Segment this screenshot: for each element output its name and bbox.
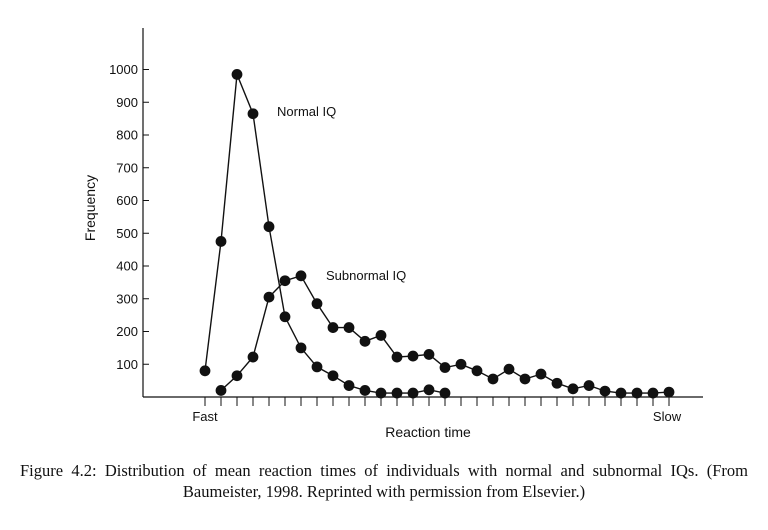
series-label-subnormal-iq: Subnormal IQ xyxy=(326,268,406,283)
series-lines xyxy=(204,74,670,394)
point-normal-iq-2 xyxy=(231,69,243,80)
series-points xyxy=(199,69,675,399)
series-label-normal-iq: Normal IQ xyxy=(277,104,336,119)
point-subnormal-iq-25 xyxy=(615,387,627,399)
point-subnormal-iq-18 xyxy=(503,363,515,375)
point-normal-iq-1 xyxy=(215,236,227,247)
series-line-normal-iq xyxy=(204,74,446,394)
point-subnormal-iq-27 xyxy=(647,387,659,399)
y-tick-label-700: 700 xyxy=(116,160,138,175)
point-subnormal-iq-23 xyxy=(583,380,595,391)
point-subnormal-iq-5 xyxy=(295,270,307,282)
x-label-fast: Fast xyxy=(192,409,218,424)
point-normal-iq-13 xyxy=(407,387,419,399)
y-axis-title: Frequency xyxy=(82,175,98,241)
y-tick-label-400: 400 xyxy=(116,259,138,274)
point-normal-iq-8 xyxy=(327,370,339,382)
y-tick-label-500: 500 xyxy=(116,226,138,241)
y-axis-ticks: 100 200 300 400 500 600 700 800 900 1000 xyxy=(109,62,149,372)
point-subnormal-iq-0 xyxy=(215,385,227,396)
point-normal-iq-0 xyxy=(199,365,211,377)
point-subnormal-iq-12 xyxy=(407,350,419,362)
point-normal-iq-10 xyxy=(359,385,371,396)
y-tick-label-100: 100 xyxy=(116,357,138,372)
point-subnormal-iq-6 xyxy=(311,298,323,310)
point-normal-iq-3 xyxy=(247,108,259,120)
series-line-subnormal-iq xyxy=(220,274,670,394)
y-tick-label-200: 200 xyxy=(116,324,138,339)
point-normal-iq-15 xyxy=(439,387,451,399)
point-subnormal-iq-3 xyxy=(263,291,275,303)
point-subnormal-iq-4 xyxy=(279,275,291,287)
reaction-time-chart: 100 200 300 400 500 600 700 800 900 1000 Fast Slo… xyxy=(82,28,703,440)
point-normal-iq-6 xyxy=(295,342,307,354)
point-normal-iq-14 xyxy=(423,384,435,396)
point-subnormal-iq-28 xyxy=(663,386,675,398)
point-subnormal-iq-13 xyxy=(423,349,435,360)
point-subnormal-iq-7 xyxy=(327,322,339,333)
point-subnormal-iq-9 xyxy=(359,335,371,347)
x-axis-ticks xyxy=(204,397,670,406)
point-subnormal-iq-16 xyxy=(471,365,483,377)
point-subnormal-iq-2 xyxy=(247,351,259,363)
point-subnormal-iq-10 xyxy=(375,330,387,341)
point-subnormal-iq-21 xyxy=(551,377,563,389)
point-normal-iq-9 xyxy=(343,380,355,391)
x-axis-title: Reaction time xyxy=(385,424,471,440)
point-subnormal-iq-20 xyxy=(535,368,547,380)
point-subnormal-iq-8 xyxy=(343,322,355,333)
point-subnormal-iq-19 xyxy=(519,373,531,385)
point-normal-iq-7 xyxy=(311,361,323,373)
y-tick-label-1000: 1000 xyxy=(109,62,138,77)
figure-caption: Figure 4.2: Distribution of mean reactio… xyxy=(20,461,748,501)
point-normal-iq-5 xyxy=(279,311,291,323)
point-subnormal-iq-15 xyxy=(455,358,467,370)
y-tick-label-300: 300 xyxy=(116,291,138,306)
point-subnormal-iq-26 xyxy=(631,387,643,399)
point-subnormal-iq-17 xyxy=(487,373,499,385)
y-tick-label-900: 900 xyxy=(116,95,138,110)
point-subnormal-iq-22 xyxy=(567,383,579,395)
point-subnormal-iq-14 xyxy=(439,362,451,373)
y-tick-label-600: 600 xyxy=(116,193,138,208)
point-subnormal-iq-1 xyxy=(231,370,243,382)
point-normal-iq-4 xyxy=(263,221,275,233)
point-normal-iq-12 xyxy=(391,387,403,399)
point-normal-iq-11 xyxy=(375,387,387,399)
x-label-slow: Slow xyxy=(653,409,682,424)
y-tick-label-800: 800 xyxy=(116,128,138,143)
point-subnormal-iq-24 xyxy=(599,385,611,397)
axes xyxy=(142,28,703,398)
point-subnormal-iq-11 xyxy=(391,351,403,363)
